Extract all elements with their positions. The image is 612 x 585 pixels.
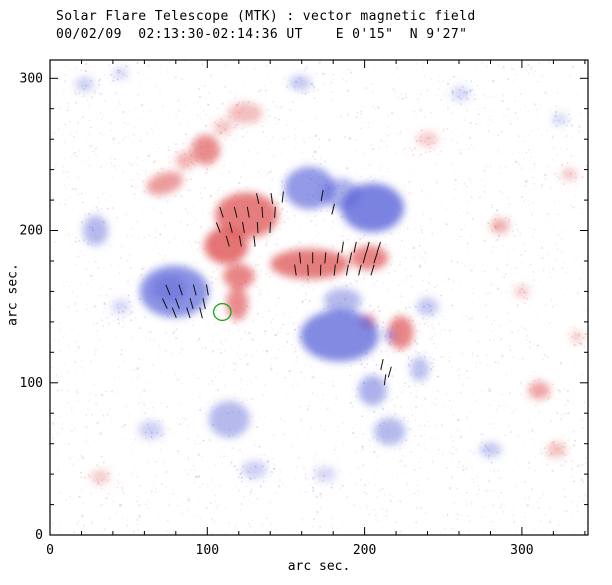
x-tick-label: 300 bbox=[510, 543, 533, 558]
field-vector-overlay bbox=[162, 190, 392, 386]
plot-title: Solar Flare Telescope (MTK) : vector mag… bbox=[56, 9, 476, 24]
y-tick-label: 200 bbox=[20, 224, 43, 239]
x-tick-label: 0 bbox=[46, 543, 54, 558]
x-axis-label: arc sec. bbox=[287, 559, 351, 574]
flare-contour-layer bbox=[212, 302, 232, 322]
y-tick-label: 0 bbox=[35, 528, 43, 543]
x-tick-label: 100 bbox=[196, 543, 219, 558]
noise-speckle-layer bbox=[50, 60, 588, 535]
y-tick-label: 100 bbox=[20, 376, 43, 391]
axes-frame: 0 100 200 300 0 100 200 300 bbox=[20, 59, 589, 558]
plot-subtitle: 00/02/09 02:13:30-02:14:36 UT E 0'15" N … bbox=[56, 27, 468, 42]
magnetic-flux-regions bbox=[75, 67, 584, 485]
x-tick-label: 200 bbox=[353, 543, 376, 558]
y-axis-label: arc sec. bbox=[5, 263, 21, 326]
y-tick-label: 300 bbox=[20, 71, 43, 86]
